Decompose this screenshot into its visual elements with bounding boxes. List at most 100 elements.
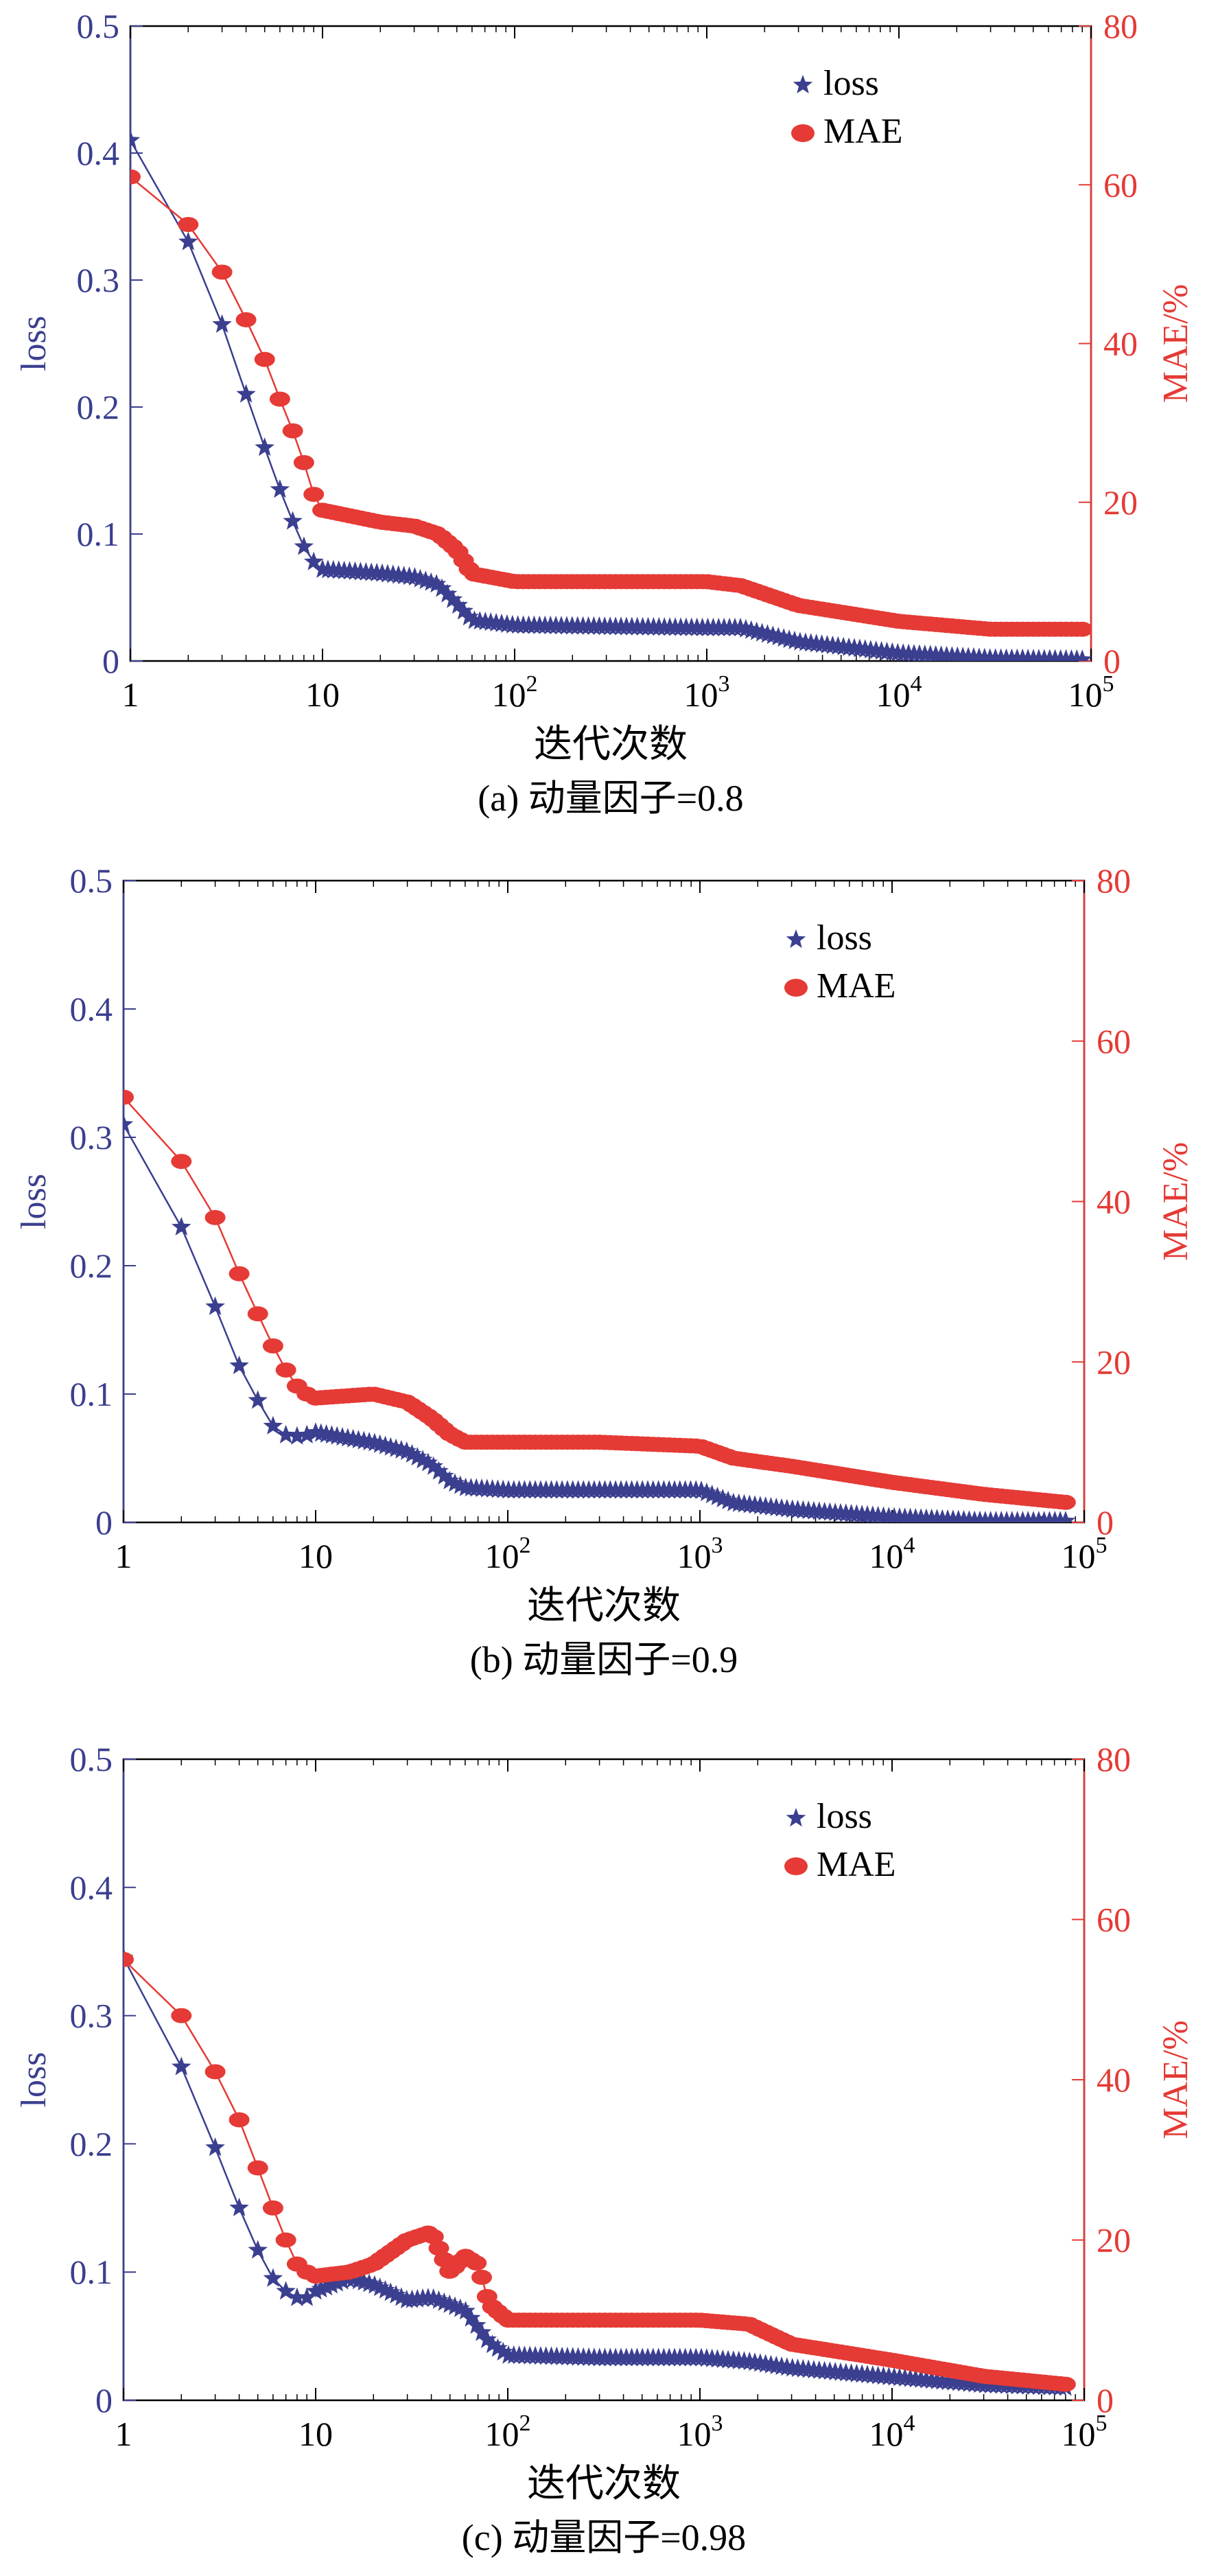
mae-marker [229, 1266, 250, 1281]
x-tick-label: 104 [876, 671, 922, 714]
y2-axis-title: MAE/% [1156, 1142, 1195, 1261]
plot-area [124, 1089, 1076, 1522]
mae-marker [275, 2232, 296, 2248]
y-tick-label: 0.2 [70, 2124, 113, 2163]
x-tick-base: 10 [677, 2415, 712, 2453]
x-tick-exponent: 3 [712, 2411, 723, 2436]
x-axis-title: 迭代次数 [527, 1585, 681, 1627]
x-tick-exponent: 2 [519, 2411, 531, 2436]
legend-mae-label: MAE [817, 1845, 896, 1884]
y-tick-label: 0.2 [77, 388, 120, 426]
x-tick-label: 10 [298, 1537, 333, 1575]
y2-axis-title: MAE/% [1156, 284, 1195, 403]
loss-marker [172, 1216, 191, 1235]
x-tick-base: 10 [492, 675, 526, 714]
legend-loss-label: loss [817, 1797, 872, 1836]
loss-marker [130, 130, 141, 149]
loss-marker [434, 1465, 454, 1485]
mae-marker [282, 423, 303, 439]
x-axis-title: 迭代次数 [534, 723, 688, 766]
y-tick-label: 0.5 [70, 861, 113, 900]
mae-marker [247, 2160, 268, 2176]
mae-marker [229, 2112, 250, 2128]
mae-marker [130, 169, 141, 185]
series-loss [124, 1947, 1076, 2396]
loss-marker [412, 1450, 433, 1469]
plot-area [124, 1947, 1076, 2396]
plot-frame [122, 1758, 1086, 2402]
legend-loss-marker [786, 1808, 806, 1827]
x-tick-base: 1 [122, 675, 139, 714]
panel-caption: (b) 动量因子=0.9 [470, 1639, 738, 1680]
legend: loss MAE [791, 64, 903, 151]
series-mae [124, 1951, 1076, 2392]
y-tick-label: 0.4 [70, 1868, 113, 1907]
x-axis-title: 迭代次数 [527, 2463, 681, 2505]
loss-marker [205, 1296, 225, 1315]
loss-marker [437, 583, 458, 603]
mae-marker [171, 1154, 192, 1170]
loss-marker [172, 2056, 191, 2076]
loss-marker [471, 2322, 492, 2341]
y-axis-title: loss [14, 1174, 54, 1229]
loss-marker [327, 2273, 347, 2292]
x-tick-exponent: 4 [911, 671, 922, 697]
x-tick-base: 10 [876, 675, 911, 714]
loss-marker [477, 2329, 497, 2348]
loss-marker [287, 2287, 307, 2306]
loss-marker [229, 2197, 249, 2216]
y-tick-label: 0.3 [70, 1118, 113, 1157]
x-tick-base: 1 [115, 2415, 132, 2453]
legend: loss MAE [784, 1797, 896, 1884]
x-tick-label: 10 [298, 2415, 333, 2453]
x-tick-label: 102 [485, 2411, 531, 2453]
loss-marker [263, 2268, 283, 2287]
y2-tick-label: 80 [1097, 861, 1131, 900]
loss-marker [461, 2308, 481, 2327]
x-tick-label: 104 [869, 1533, 915, 1575]
mae-marker [247, 1306, 268, 1322]
x-tick-exponent: 4 [904, 1533, 915, 1558]
mae-marker [171, 2008, 192, 2023]
loss-marker [493, 2341, 513, 2361]
x-tick-label: 102 [485, 1533, 531, 1575]
series-mae [130, 169, 1091, 637]
loss-marker [205, 2137, 225, 2157]
chart-panel-b: 1 10 102 103 104 10500.10.20.30.40.5020406080… [14, 861, 1195, 1680]
x-tick-base: 10 [298, 1537, 333, 1575]
x-tick-base: 1 [115, 1537, 132, 1575]
mae-marker [124, 1951, 134, 1967]
y2-tick-label: 40 [1097, 1183, 1131, 1221]
plot-area [130, 130, 1091, 661]
x-tick-exponent: 5 [1096, 2411, 1108, 2436]
x-tick-base: 10 [869, 2415, 904, 2453]
mae-marker [262, 2200, 283, 2216]
y-tick-label: 0.4 [77, 134, 120, 172]
y-tick-label: 0 [95, 2381, 113, 2420]
mae-marker [471, 2269, 492, 2285]
loss-marker [283, 511, 303, 530]
series-mae [124, 1089, 1076, 1510]
series-loss [130, 130, 1091, 661]
y2-tick-label: 0 [1097, 1503, 1114, 1542]
plot-frame [129, 25, 1092, 662]
y-axis-title: loss [14, 2052, 54, 2108]
loss-marker [276, 2281, 296, 2300]
y2-tick-label: 60 [1097, 1901, 1131, 1939]
loss-marker [432, 578, 452, 597]
loss-marker [294, 536, 314, 555]
x-tick-base: 10 [485, 2415, 519, 2453]
loss-marker [456, 2301, 476, 2320]
y-tick-label: 0 [102, 642, 119, 680]
x-tick-exponent: 2 [519, 1533, 531, 1558]
x-tick-label: 1 [115, 1537, 132, 1575]
loss-marker [364, 2275, 385, 2294]
loss-marker [450, 2298, 470, 2317]
legend-loss-marker [786, 929, 806, 949]
loss-marker [397, 1441, 417, 1460]
series-loss [124, 1114, 1076, 1522]
x-tick-base: 10 [869, 1537, 904, 1575]
loss-marker [426, 574, 447, 593]
y2-tick-label: 20 [1103, 483, 1138, 522]
